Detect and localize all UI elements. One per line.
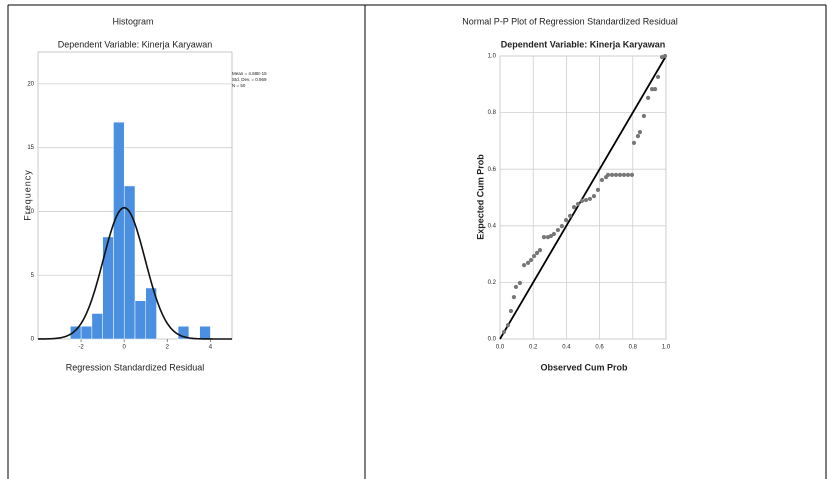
y-tick-label: 0.2	[488, 280, 497, 286]
x-axis-label: Observed Cum Prob	[540, 362, 628, 372]
point	[505, 323, 511, 328]
stats-label: Mean = 4.68E-15	[232, 71, 267, 76]
bar	[199, 325, 211, 340]
x-tick-label: -2	[78, 345, 84, 351]
x-tick-label: 0.2	[529, 345, 538, 351]
point	[595, 187, 601, 192]
point	[563, 218, 569, 223]
point	[579, 198, 585, 203]
x-tick-label: 0.4	[562, 345, 571, 351]
point	[635, 133, 641, 139]
point	[541, 235, 547, 240]
x-tick-label: 0.6	[595, 345, 604, 351]
y-tick-label: 0.0	[488, 337, 497, 343]
point	[517, 280, 523, 286]
y-tick-label: 15	[27, 145, 34, 151]
y-tick-label: 0	[31, 337, 35, 343]
bar	[177, 325, 190, 340]
x-tick-label: 0.8	[629, 345, 638, 351]
point	[521, 263, 527, 268]
point	[583, 197, 589, 203]
bar	[145, 287, 157, 340]
x-tick-label: 4	[209, 345, 213, 351]
normal-curve	[38, 206, 232, 340]
x-axis-label: Regression Standardized Residual	[66, 362, 205, 372]
point	[525, 260, 531, 265]
point	[629, 172, 635, 177]
y-tick-label: 10	[27, 209, 34, 215]
bar	[80, 325, 93, 340]
reference-line	[499, 55, 667, 340]
point	[631, 140, 637, 145]
chart-subtitle: Dependent Variable: Kinerja Karyawan	[501, 39, 666, 49]
point	[645, 95, 651, 100]
chart-title: Histogram	[112, 16, 153, 26]
stats-label: N = 50	[232, 83, 246, 88]
y-tick-label: 0.4	[488, 223, 497, 229]
point	[621, 172, 627, 177]
point	[637, 130, 643, 135]
y-tick-label: 0.6	[488, 167, 497, 173]
bar	[102, 236, 114, 340]
point	[511, 295, 517, 300]
point	[571, 205, 577, 210]
y-tick-label: 20	[27, 81, 34, 87]
point	[534, 250, 540, 256]
point	[625, 172, 631, 177]
point	[649, 87, 655, 92]
bar	[123, 185, 136, 340]
point	[551, 231, 557, 237]
x-tick-label: 0.0	[496, 345, 505, 351]
bar	[113, 121, 125, 340]
point	[528, 257, 534, 263]
y-axis-label: Frequency	[22, 169, 32, 221]
point	[559, 223, 565, 229]
y-tick-label: 1.0	[488, 54, 497, 60]
point	[537, 248, 543, 253]
point	[605, 172, 611, 177]
point	[652, 87, 658, 92]
point	[508, 308, 514, 314]
point	[587, 196, 593, 202]
point	[501, 329, 507, 335]
x-tick-label: 2	[166, 345, 170, 351]
point	[662, 53, 668, 59]
point	[599, 177, 605, 183]
chart-title: Normal P-P Plot of Regression Standardiz…	[462, 16, 677, 26]
bar	[134, 300, 147, 340]
chart-subtitle: Dependent Variable: Kinerja Karyawan	[58, 39, 212, 49]
point	[655, 74, 661, 80]
y-axis-label: Expected Cum Prob	[475, 154, 485, 240]
y-tick-label: 0.8	[488, 110, 497, 116]
point	[617, 172, 623, 177]
x-tick-label: 0	[123, 345, 127, 351]
point	[567, 213, 573, 218]
point	[575, 201, 581, 207]
point	[641, 113, 647, 119]
point	[555, 227, 561, 233]
bar	[91, 313, 103, 340]
point	[548, 233, 554, 239]
point	[531, 253, 537, 259]
point	[591, 193, 597, 199]
point	[613, 172, 619, 177]
x-tick-label: 1.0	[662, 345, 671, 351]
stats-label: Std. Dev. = 0.969	[232, 77, 267, 82]
y-tick-label: 5	[31, 273, 35, 279]
point	[609, 172, 615, 177]
point	[513, 284, 519, 290]
